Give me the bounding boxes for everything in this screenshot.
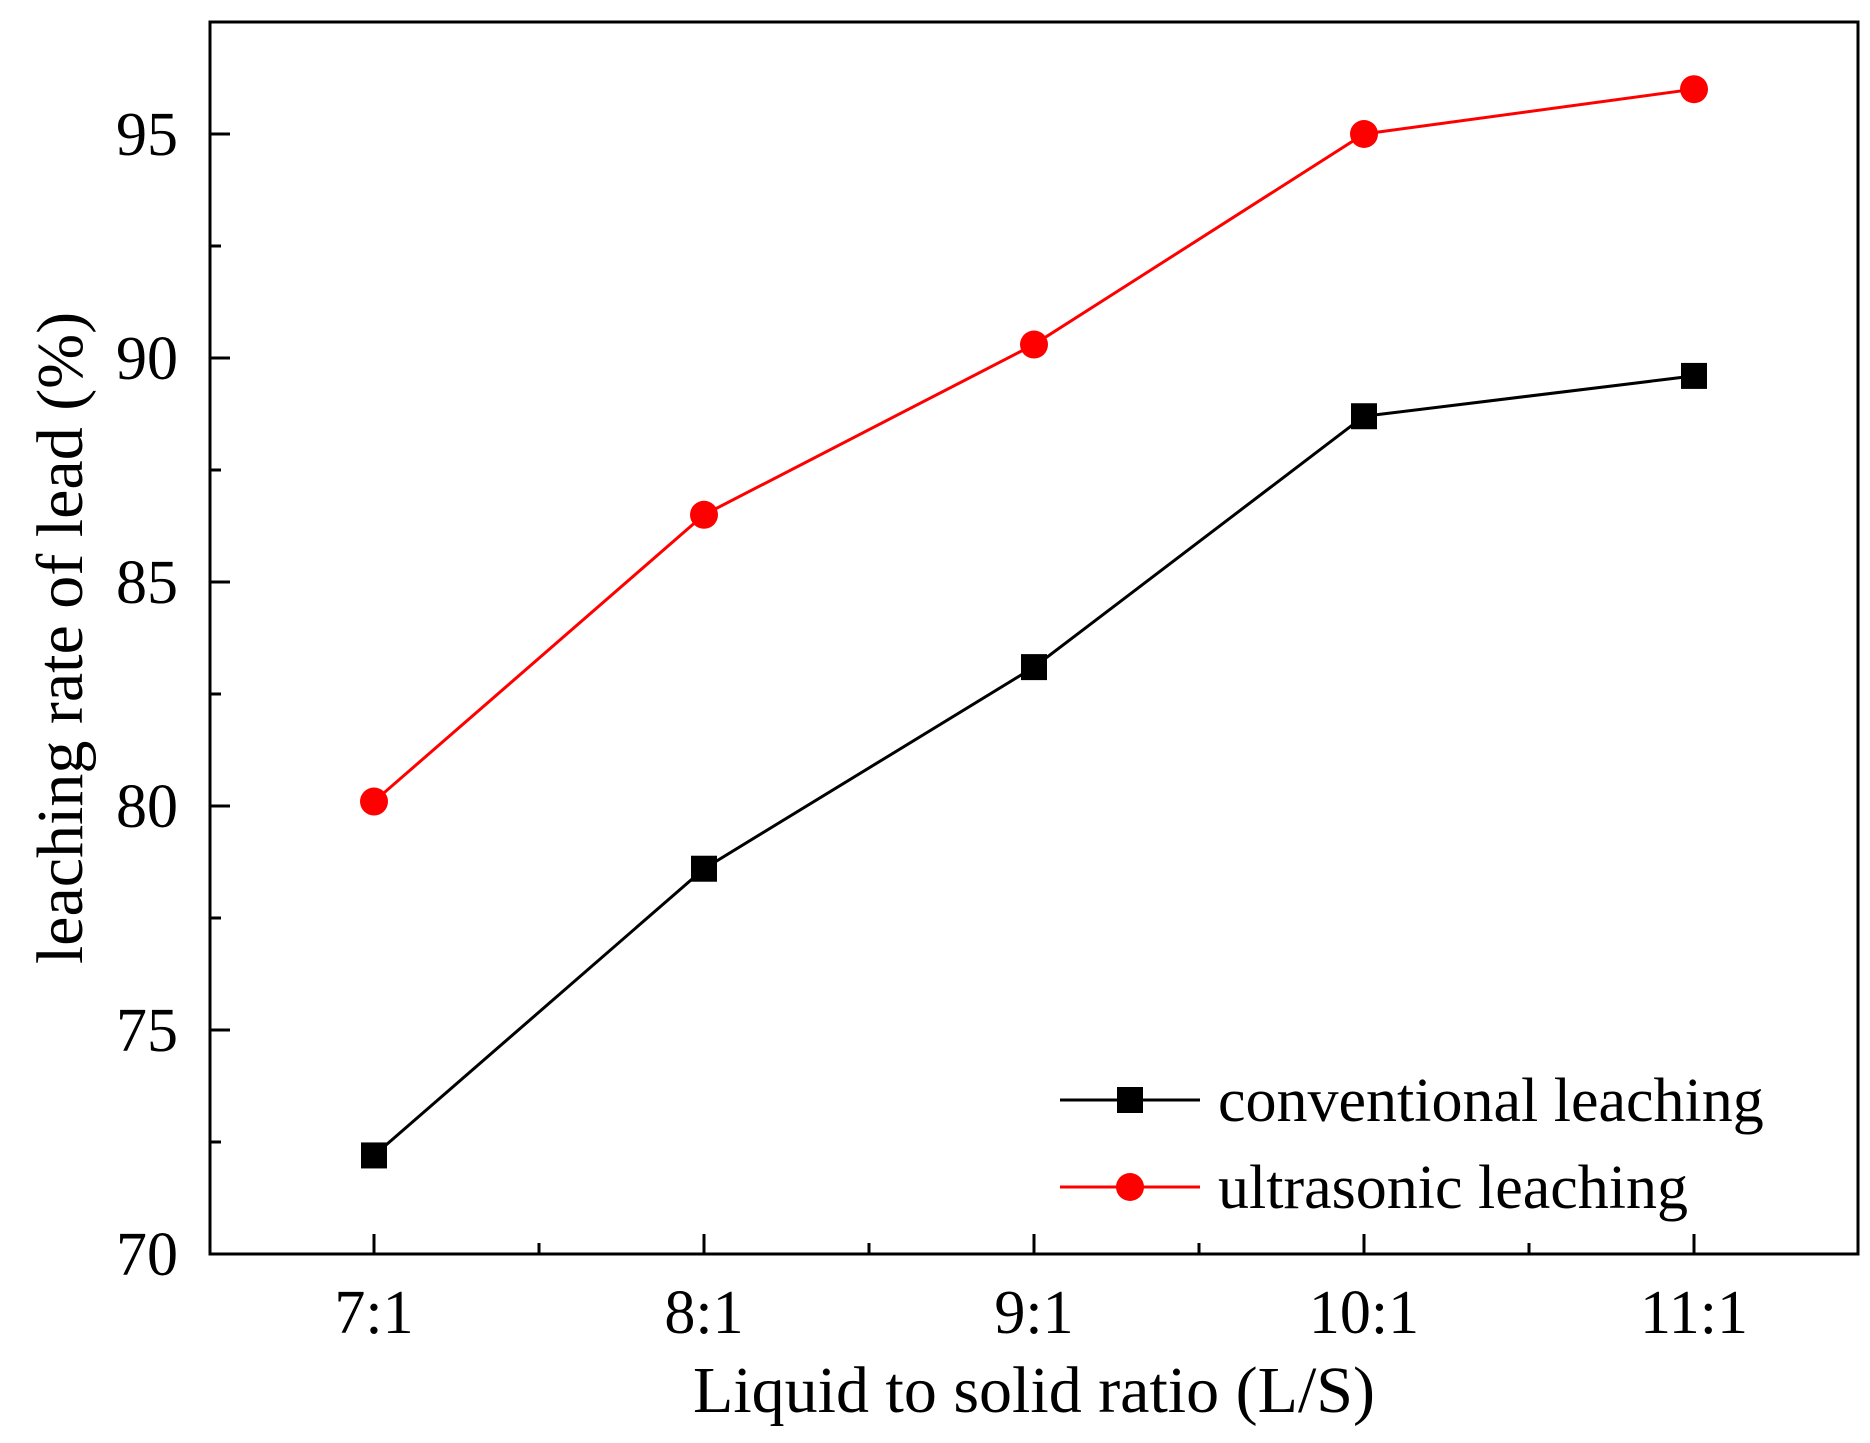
y-axis-title: leaching rate of lead (%) xyxy=(24,312,97,964)
x-axis-title: Liquid to solid ratio (L/S) xyxy=(693,1354,1375,1427)
data-point xyxy=(1351,403,1377,430)
series-markers xyxy=(360,75,1708,1169)
y-tick-label: 75 xyxy=(116,997,178,1065)
data-point xyxy=(1021,654,1047,681)
data-point xyxy=(1020,330,1048,359)
data-point xyxy=(691,855,717,882)
data-point xyxy=(1680,75,1708,104)
legend-marker xyxy=(1117,1087,1143,1113)
data-point xyxy=(1350,120,1378,148)
x-axis: 7:1 8:1 9:1 10:1 11:1 xyxy=(334,1234,1748,1347)
legend: conventional leaching ultrasonic leaching xyxy=(1060,1067,1764,1222)
y-tick-label: 70 xyxy=(116,1221,178,1289)
x-tick-label: 10:1 xyxy=(1309,1279,1419,1347)
y-tick-label: 85 xyxy=(116,549,178,617)
x-tick-label: 9:1 xyxy=(994,1279,1073,1347)
data-point xyxy=(360,787,388,816)
y-tick-label: 80 xyxy=(116,773,178,841)
y-tick-label: 95 xyxy=(116,101,178,169)
x-tick-label: 7:1 xyxy=(334,1279,413,1347)
data-point xyxy=(690,500,718,529)
x-tick-label: 11:1 xyxy=(1640,1279,1748,1347)
y-axis: 70 75 80 85 90 95 xyxy=(116,101,230,1289)
series-lines xyxy=(373,87,1695,1157)
legend-label: ultrasonic leaching xyxy=(1218,1154,1688,1222)
series-line xyxy=(373,87,1695,803)
series-line xyxy=(373,374,1695,1157)
data-point xyxy=(361,1142,387,1169)
y-tick-label: 90 xyxy=(116,325,178,393)
x-tick-label: 8:1 xyxy=(664,1279,743,1347)
data-point xyxy=(1681,362,1707,389)
legend-marker xyxy=(1116,1173,1144,1201)
legend-label: conventional leaching xyxy=(1218,1067,1764,1135)
